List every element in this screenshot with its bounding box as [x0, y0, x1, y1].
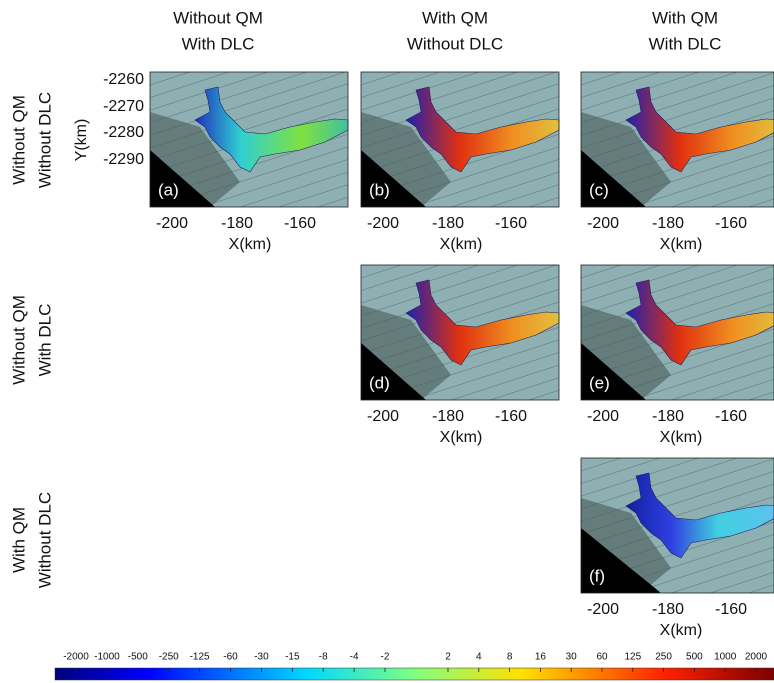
colorbar-tick-label: 4 [476, 652, 482, 663]
x-tick-label: -160 [495, 408, 527, 425]
colorbar-tick-label: -2000 [63, 652, 89, 663]
panel-label: (e) [589, 373, 610, 392]
colorbar-tick-label: 16 [535, 652, 547, 663]
panel-label: (f) [589, 566, 605, 585]
map-panel: (c) [580, 71, 774, 208]
x-axis-label: X(km) [660, 622, 703, 639]
x-tick-label: -180 [652, 215, 684, 232]
no-data-region [361, 343, 426, 400]
x-axis-label: X(km) [660, 236, 703, 253]
colorbar-tick-label: -125 [190, 652, 210, 663]
map-panel: (e) [580, 264, 774, 401]
x-tick-label: -180 [432, 408, 464, 425]
x-tick-label: -160 [715, 601, 747, 618]
colorbar-tick-label: -250 [159, 652, 179, 663]
y-tick-label: -2260 [103, 71, 144, 88]
x-tick-label: -160 [715, 215, 747, 232]
x-axis-label: X(km) [229, 236, 272, 253]
row-header: With DLC [35, 304, 54, 377]
colorbar-tick-label: -60 [223, 652, 238, 663]
glacier-velocity [194, 86, 349, 173]
panel-frame [580, 457, 774, 594]
y-tick-label: -2290 [103, 151, 144, 168]
panel-frame [580, 71, 774, 208]
row-header: Without DLC [35, 492, 54, 588]
panel-frame [580, 264, 774, 401]
x-tick-label: -160 [495, 215, 527, 232]
panel-frame [360, 71, 560, 208]
y-tick-label: -2280 [103, 124, 144, 141]
colorbar-tick-label: 250 [655, 652, 672, 663]
x-tick-label: -200 [587, 215, 619, 232]
colorbar-tick-label: -500 [128, 652, 148, 663]
glacier-velocity [405, 86, 560, 173]
colorbar-tick-label: 2 [445, 652, 451, 663]
map-panel: (d) [360, 264, 560, 401]
row-header: With QM [9, 507, 28, 573]
x-tick-label: -180 [221, 215, 253, 232]
no-data-region [361, 150, 426, 207]
no-data-region [581, 343, 646, 400]
colorbar [54, 667, 774, 681]
column-header: With DLC [182, 34, 255, 53]
x-tick-label: -180 [652, 601, 684, 618]
row-header: Without QM [9, 95, 28, 185]
x-tick-label: -160 [715, 408, 747, 425]
no-data-region [150, 150, 215, 207]
colorbar-tick-label: -4 [350, 652, 359, 663]
column-header: With QM [422, 8, 488, 27]
x-tick-label: -180 [432, 215, 464, 232]
x-tick-label: -200 [587, 601, 619, 618]
row-header: Without QM [9, 295, 28, 385]
x-axis-label: X(km) [440, 429, 483, 446]
panel-label: (b) [369, 180, 390, 199]
column-header: Without DLC [407, 34, 503, 53]
x-tick-label: -200 [587, 408, 619, 425]
colorbar-tick-label: 30 [566, 652, 578, 663]
glacier-velocity [625, 472, 774, 559]
colorbar-tick-label: 125 [624, 652, 641, 663]
colorbar-tick-label: -1000 [94, 652, 120, 663]
panel-label: (d) [369, 373, 390, 392]
x-axis-label: X(km) [660, 429, 703, 446]
colorbar-tick-label: 60 [596, 652, 608, 663]
x-tick-label: -200 [156, 215, 188, 232]
x-tick-label: -200 [367, 215, 399, 232]
y-tick-label: -2270 [103, 98, 144, 115]
column-header: With DLC [649, 34, 722, 53]
colorbar-tick-label: 1000 [714, 652, 737, 663]
no-data-region [581, 150, 646, 207]
panel-frame [149, 71, 349, 208]
map-panel: (f) [580, 457, 774, 594]
glacier-velocity [625, 279, 774, 366]
glacier-velocity [625, 86, 774, 173]
x-tick-label: -180 [652, 408, 684, 425]
y-axis-label: Y(km) [73, 119, 90, 162]
x-axis-label: X(km) [440, 236, 483, 253]
panel-frame [360, 264, 560, 401]
map-panel: (b) [360, 71, 560, 208]
no-data-region [581, 528, 661, 593]
colorbar-tick-label: 500 [686, 652, 703, 663]
row-header: Without DLC [35, 92, 54, 188]
colorbar-tick-label: -8 [319, 652, 328, 663]
panel-label: (a) [158, 180, 179, 199]
colorbar-tick-label: 8 [507, 652, 513, 663]
colorbar-tick-label: -30 [254, 652, 269, 663]
glacier-velocity [405, 279, 560, 366]
x-tick-label: -200 [367, 408, 399, 425]
column-header: Without QM [173, 8, 263, 27]
column-header: With QM [652, 8, 718, 27]
colorbar-tick-label: 2000 [745, 652, 768, 663]
x-tick-label: -160 [284, 215, 316, 232]
colorbar-tick-label: -15 [285, 652, 300, 663]
panel-label: (c) [589, 180, 609, 199]
map-panel: (a) [149, 71, 349, 208]
colorbar-tick-label: -2 [381, 652, 390, 663]
